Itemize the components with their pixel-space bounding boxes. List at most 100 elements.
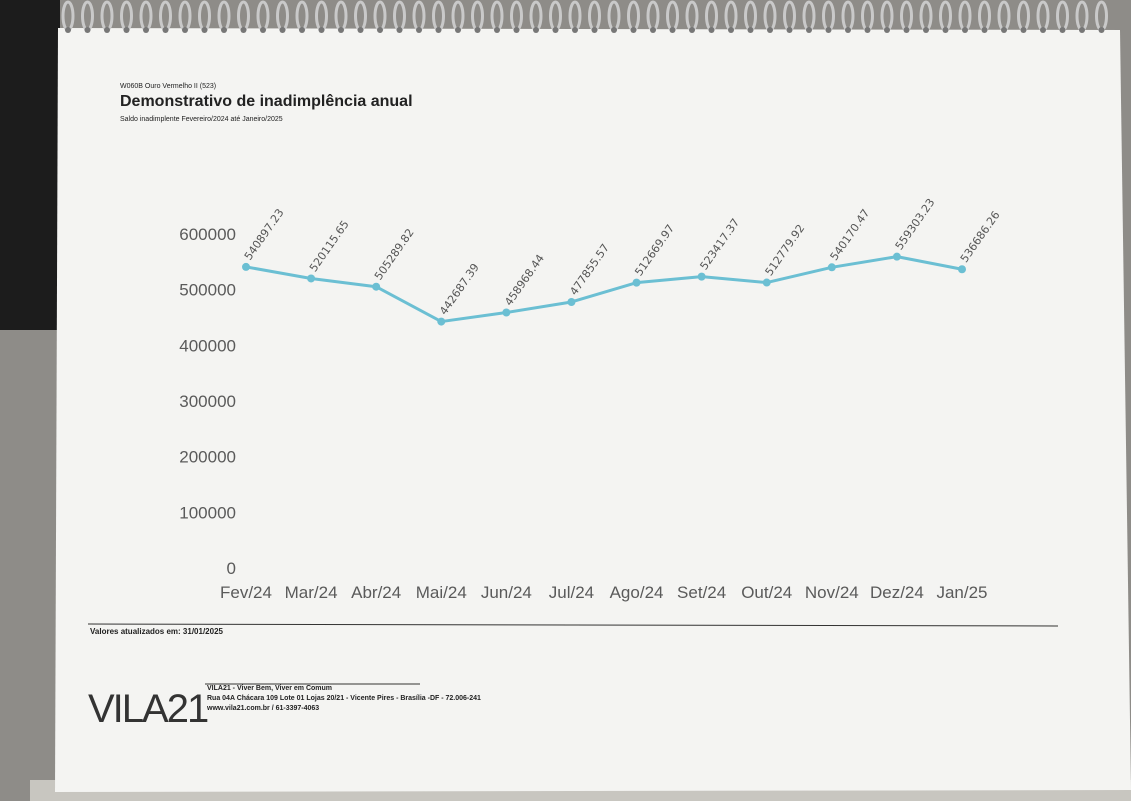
spiral-hole [650, 27, 656, 33]
spiral-hole [1059, 27, 1066, 33]
spiral-hole [786, 27, 793, 33]
spiral-hole [533, 27, 539, 33]
x-tick-label: Jun/24 [481, 583, 532, 602]
spiral-hole [104, 27, 110, 33]
spiral-hole [513, 27, 520, 33]
spiral-hole [806, 27, 812, 33]
spiral-hole [416, 27, 422, 33]
company-name: VILA21 - Viver Bem, Viver em Comum [207, 685, 332, 692]
y-tick-label: 300000 [179, 392, 236, 411]
x-tick-label: Ago/24 [610, 583, 664, 602]
data-point [632, 278, 641, 287]
data-point [567, 297, 576, 306]
spiral-hole [299, 27, 305, 33]
x-tick-label: Out/24 [741, 583, 792, 602]
data-point [762, 278, 771, 287]
spiral-hole [1040, 27, 1046, 33]
spiral-hole [611, 27, 617, 33]
spiral-hole [1079, 27, 1085, 33]
data-point [372, 282, 381, 291]
spiral-hole [669, 27, 676, 33]
spiral-hole [318, 27, 325, 33]
spiral-hole [377, 27, 383, 33]
data-point [697, 272, 706, 281]
y-tick-label: 400000 [179, 336, 236, 355]
x-tick-label: Fev/24 [220, 583, 272, 602]
y-tick-label: 200000 [179, 448, 236, 467]
spiral-hole [494, 27, 500, 33]
spiral-hole [767, 27, 773, 33]
data-point [242, 262, 250, 271]
spiral-hole [279, 27, 286, 33]
x-tick-label: Set/24 [677, 583, 726, 602]
spiral-hole [162, 27, 169, 33]
spiral-hole [260, 27, 266, 33]
x-tick-label: Mar/24 [285, 583, 338, 602]
data-point [827, 263, 836, 272]
spiral-hole [942, 27, 949, 33]
spiral-hole [728, 27, 734, 33]
x-tick-label: Jan/25 [936, 583, 987, 602]
paper [55, 28, 1131, 792]
x-tick-label: Mai/24 [416, 583, 467, 602]
chart-title: Demonstrativo de inadimplência anual [120, 93, 413, 110]
data-point [892, 252, 901, 261]
spiral-hole [240, 27, 247, 33]
spiral-hole [981, 27, 988, 33]
y-tick-label: 600000 [179, 225, 236, 244]
spiral-hole [825, 27, 832, 33]
spiral-hole [84, 27, 91, 33]
spiral-hole [572, 27, 578, 33]
updated-note: Valores atualizados em: 31/01/2025 [90, 627, 224, 636]
logo: VILA21 [88, 687, 208, 731]
spiral-hole [962, 27, 968, 33]
spiral-hole [552, 27, 559, 33]
spiral-hole [630, 27, 637, 33]
spiral-hole [845, 27, 851, 33]
spiral-hole [903, 27, 910, 33]
y-tick-label: 0 [227, 559, 236, 578]
x-tick-label: Nov/24 [805, 583, 859, 602]
spiral-hole [474, 27, 481, 33]
spiral-hole [143, 27, 149, 33]
separator [87, 623, 1059, 627]
spiral-hole [708, 27, 715, 33]
data-line [245, 255, 963, 324]
spiral-hole [864, 27, 871, 33]
header-code: W060B Ouro Vermelho II (523) [120, 83, 216, 90]
data-point [307, 274, 316, 283]
company-contact: www.vila21.com.br / 61-3397-4063 [206, 705, 319, 712]
spiral-hole [396, 27, 403, 33]
spiral-hole [123, 27, 130, 33]
spiral-hole [182, 27, 188, 33]
y-tick-label: 500000 [179, 281, 236, 300]
y-tick-label: 100000 [179, 503, 236, 522]
data-point [958, 265, 966, 274]
spiral-hole [357, 27, 364, 33]
spiral-hole [1098, 27, 1105, 33]
spiral-hole [689, 27, 695, 33]
spiral-hole [455, 27, 461, 33]
spiral-hole [65, 27, 71, 33]
x-tick-label: Dez/24 [870, 583, 924, 602]
spiral-hole [201, 27, 208, 33]
spiral-hole [1001, 27, 1007, 33]
chart-subtitle: Saldo inadimplente Fevereiro/2024 até Ja… [120, 116, 283, 123]
spiral-hole [435, 27, 442, 33]
spiral-hole [591, 27, 598, 33]
data-point [437, 317, 446, 326]
spiral-binding [61, 0, 1108, 33]
spiral-hole [221, 27, 227, 33]
spiral-hole [884, 27, 890, 33]
data-point [502, 308, 511, 317]
dark-object [0, 0, 60, 330]
spiral-hole [747, 27, 754, 33]
x-tick-label: Jul/24 [549, 583, 594, 602]
spiral-hole [923, 27, 929, 33]
spiral-hole [1020, 27, 1027, 33]
x-tick-label: Abr/24 [351, 583, 401, 602]
company-address: Rua 04A Chácara 109 Lote 01 Lojas 20/21 … [207, 695, 481, 702]
spiral-hole [338, 27, 344, 33]
